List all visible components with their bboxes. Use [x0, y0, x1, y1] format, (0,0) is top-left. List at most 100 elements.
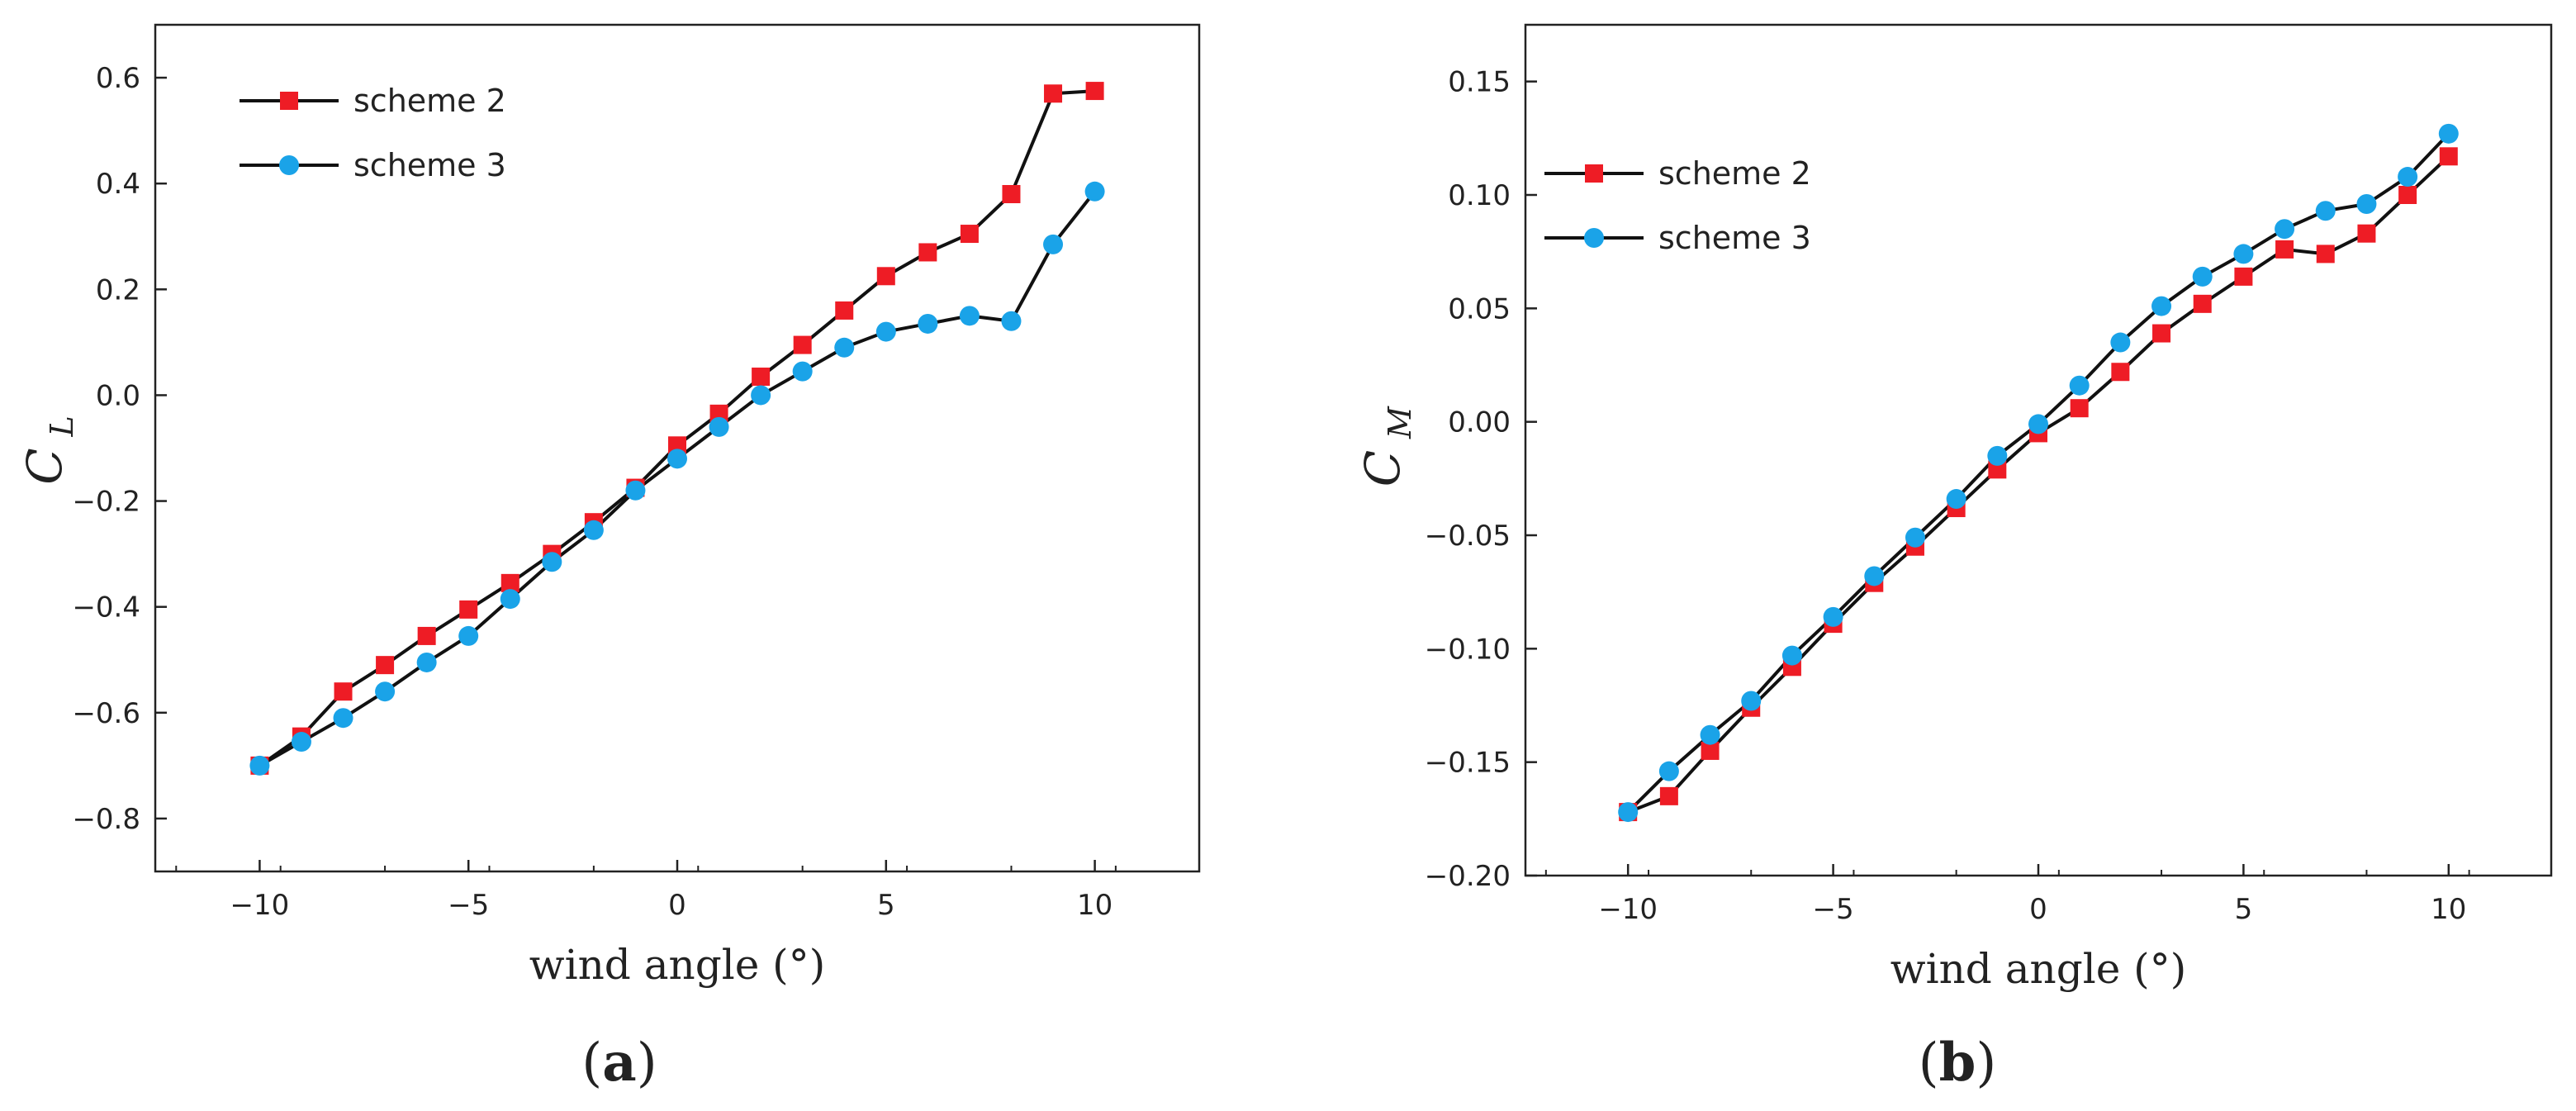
data-point-scheme-3 [291, 732, 311, 753]
data-point-scheme-3 [2438, 123, 2459, 144]
data-point-scheme-3 [875, 321, 896, 342]
y-tick-label: −0.6 [72, 697, 140, 730]
data-point-scheme-3 [249, 755, 270, 776]
data-point-scheme-3 [792, 361, 813, 382]
data-point-scheme-2 [459, 600, 478, 619]
y-tick-label: 0.0 [96, 379, 140, 412]
y-axis-label-main: C [17, 448, 73, 484]
data-point-scheme-3 [1001, 311, 1022, 331]
data-point-scheme-2 [2439, 147, 2458, 166]
legend-marker-square [280, 92, 298, 110]
y-tick-label: 0.15 [1448, 66, 1511, 99]
y-tick-label: −0.05 [1425, 520, 1511, 553]
legend: scheme 2 scheme 3 [1544, 155, 1811, 256]
data-point-scheme-2 [1002, 185, 1021, 203]
data-point-scheme-3 [2110, 332, 2131, 353]
y-tick-label: −0.2 [72, 486, 140, 519]
data-point-scheme-2 [2275, 240, 2294, 259]
data-point-scheme-2 [334, 682, 353, 701]
data-point-scheme-3 [416, 652, 437, 672]
data-point-scheme-3 [709, 416, 729, 437]
panel-letter: b [1939, 1032, 1976, 1094]
data-point-scheme-3 [2151, 296, 2172, 316]
x-tick-label: 5 [2235, 893, 2253, 926]
data-point-scheme-2 [500, 573, 519, 592]
data-point-scheme-3 [1700, 724, 1720, 745]
legend-label: scheme 2 [1658, 155, 1811, 192]
y-axis-label-main: C [1354, 450, 1411, 487]
legend-marker-circle [279, 155, 299, 175]
data-point-scheme-2 [1044, 84, 1063, 103]
y-tick-label: 0.2 [96, 273, 140, 306]
data-point-scheme-3 [458, 625, 479, 646]
data-point-scheme-3 [834, 337, 855, 358]
y-tick-label: −0.15 [1425, 747, 1511, 780]
data-point-scheme-2 [876, 267, 895, 286]
x-tick-label: 10 [2431, 893, 2466, 926]
y-tick-label: −0.4 [72, 591, 140, 624]
data-point-scheme-2 [2234, 267, 2253, 286]
data-point-scheme-3 [2192, 266, 2213, 287]
data-point-scheme-3 [375, 681, 396, 702]
x-tick-label: 0 [668, 889, 686, 922]
data-point-scheme-3 [500, 589, 520, 610]
data-point-scheme-3 [1864, 566, 1885, 586]
data-point-scheme-3 [667, 449, 687, 469]
data-point-scheme-2 [2398, 186, 2417, 204]
x-tick-label: −10 [230, 889, 290, 922]
x-tick-label: 5 [877, 889, 895, 922]
x-tick-label: −5 [448, 889, 489, 922]
legend: scheme 2 scheme 3 [240, 83, 506, 183]
data-point-scheme-3 [1043, 234, 1064, 254]
data-point-scheme-2 [2357, 224, 2376, 243]
data-point-scheme-2 [2070, 399, 2089, 418]
x-axis-label: wind angle (°) [1890, 945, 2186, 993]
y-axis-label-sub: L [44, 415, 80, 437]
panel-letter: a [602, 1032, 636, 1094]
data-point-scheme-3 [1618, 802, 1639, 823]
y-tick-label: −0.20 [1425, 860, 1511, 893]
data-point-scheme-3 [542, 552, 562, 572]
y-tick-label: −0.10 [1425, 633, 1511, 666]
data-point-scheme-3 [2275, 219, 2295, 240]
legend-label: scheme 2 [353, 83, 506, 119]
data-point-scheme-2 [793, 335, 812, 354]
data-point-scheme-3 [2356, 193, 2377, 214]
data-point-scheme-2 [376, 656, 395, 675]
x-tick-label: −10 [1598, 893, 1658, 926]
data-point-scheme-3 [1084, 181, 1105, 202]
y-tick-label: 0.6 [96, 62, 140, 95]
legend-marker-square [1585, 164, 1603, 183]
data-point-scheme-3 [751, 385, 771, 406]
data-point-scheme-2 [918, 243, 937, 262]
data-point-scheme-2 [2193, 294, 2212, 313]
data-point-scheme-3 [1946, 489, 1966, 510]
data-point-scheme-3 [2398, 167, 2418, 188]
y-tick-label: −0.8 [72, 803, 140, 836]
y-tick-label: 0.00 [1448, 406, 1511, 439]
data-point-scheme-3 [1987, 445, 2008, 466]
y-tick-label: 0.05 [1448, 292, 1511, 325]
plot-frame [1524, 23, 2553, 877]
data-point-scheme-2 [1701, 741, 1720, 760]
data-point-scheme-2 [1659, 786, 1678, 805]
chart-panel-b: −10 −5 0 5 10 −0.20 −0.15 −0.10 −0.05 0.00 0.05 0.1… [1354, 23, 2553, 1094]
x-tick-label: 10 [1077, 889, 1112, 922]
data-point-scheme-3 [2069, 375, 2090, 396]
series-line-scheme-3 [259, 190, 1097, 767]
data-point-scheme-3 [918, 313, 938, 334]
data-point-scheme-3 [1741, 691, 1762, 711]
data-point-scheme-2 [752, 368, 771, 387]
data-point-scheme-2 [2316, 245, 2335, 264]
y-tick-label: 0.4 [96, 168, 140, 201]
data-point-scheme-3 [1905, 527, 1925, 548]
data-point-scheme-3 [583, 520, 604, 540]
legend-marker-circle [1584, 228, 1604, 248]
data-point-scheme-3 [2233, 244, 2254, 264]
data-point-scheme-3 [625, 480, 646, 501]
data-point-scheme-3 [1658, 761, 1679, 781]
x-tick-label: −5 [1813, 893, 1854, 926]
panel-label: (a) [581, 1032, 657, 1094]
data-point-scheme-2 [1085, 82, 1104, 101]
